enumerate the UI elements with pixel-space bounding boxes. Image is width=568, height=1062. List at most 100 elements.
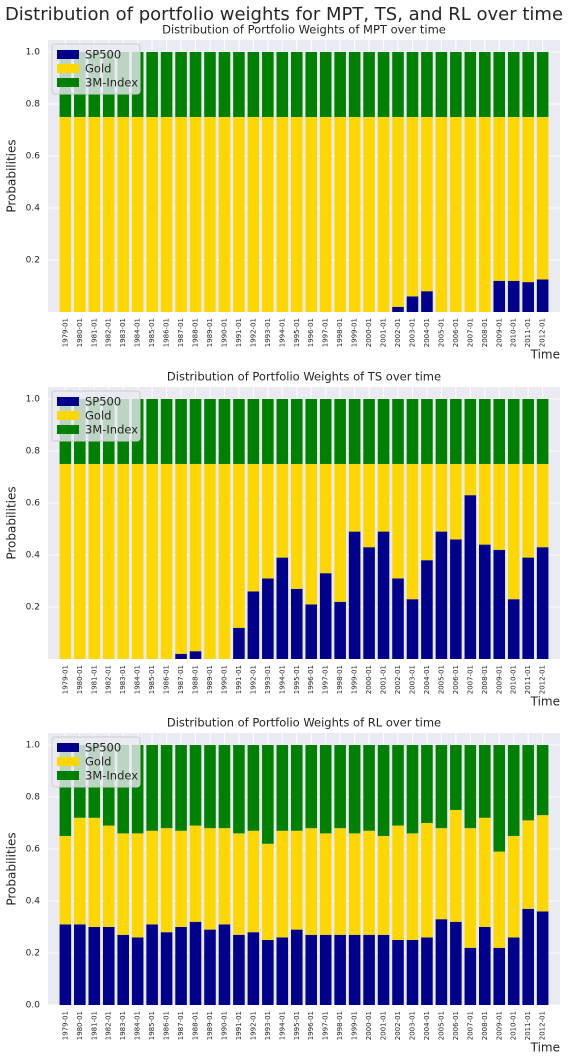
bar-segment [88,463,101,659]
bar-segment [247,116,260,313]
bar-segment [392,306,404,312]
x-tick-label: 2008-01 [481,1011,489,1040]
x-tick-label: 1984-01 [134,318,142,347]
x-tick-label: 1995-01 [293,665,301,694]
x-tick-label: 2011-01 [524,1011,532,1040]
bar-segment [377,463,390,532]
legend-swatch [57,757,79,766]
legend-swatch [57,50,79,59]
bar-segment [146,924,158,1005]
bar-segment [348,934,361,1005]
bar-segment [290,744,303,831]
x-tick-label: 2006-01 [452,1011,460,1040]
legend-label: Gold [85,409,111,423]
bar-segment [204,463,216,659]
bar-segment [319,463,332,574]
bar-segment [175,830,187,927]
bar-segment [522,908,534,1005]
x-tick-label: 1998-01 [336,318,344,347]
bar-segment [406,116,419,297]
bar-segment [319,398,332,464]
bar-segment [305,51,318,117]
bar-segment [189,463,202,652]
bar-segment [290,463,303,589]
legend-swatch [57,771,79,780]
bar-segment [276,116,289,313]
bar-segment [175,116,187,313]
bar-segment [536,51,549,117]
bar-segment [146,51,158,117]
legend-label: SP500 [85,395,121,409]
bar-segment [363,744,375,831]
x-tick-label: 2012-01 [539,665,547,694]
bar-segment [319,573,332,659]
bar-segment [276,463,289,558]
bar-segment [262,51,274,117]
bar-segment [450,116,462,313]
x-tick-label: 2007-01 [466,1011,474,1040]
x-tick-label: 1987-01 [177,1011,185,1040]
x-tick-label: 2011-01 [524,318,532,347]
bar-segment [479,463,491,545]
bar-segment [59,744,72,836]
bar-segment [435,919,448,1005]
bar-segment [276,937,289,1005]
bar-segment [507,116,520,281]
bar-segment [435,531,448,659]
x-tick-label: 1979-01 [61,318,69,347]
bar-segment [522,557,534,659]
x-tick-label: 1987-01 [177,665,185,694]
bar-segment [233,463,245,628]
bar-segment [334,828,346,935]
bar-segment [146,116,158,313]
bar-segment [305,398,318,464]
bar-segment [290,51,303,117]
bar-segment [421,560,433,659]
bar-segment [479,926,491,1005]
x-tick-label: 1985-01 [148,1011,156,1040]
bar-segment [363,398,375,464]
bar-segment [218,51,231,117]
bar-segment [421,463,433,561]
bar-segment [204,929,216,1005]
x-tick-label: 2002-01 [394,1011,402,1040]
bar-segment [189,651,202,659]
bar-segment [131,937,144,1005]
x-tick-label: 1980-01 [76,665,84,694]
x-tick-label: 1998-01 [336,665,344,694]
x-tick-label: 1995-01 [293,318,301,347]
bar-segment [450,744,462,810]
x-tick-label: 2010-01 [510,318,518,347]
bar-segment [348,463,361,532]
bar-segment [146,744,158,831]
y-tick-label: 1.0 [26,740,41,750]
bar-segment [305,828,318,935]
x-tick-label: 1992-01 [249,1011,257,1040]
bar-segment [450,921,462,1005]
bar-segment [117,833,129,935]
bar-segment [450,398,462,464]
y-tick-label: 0.6 [26,844,41,854]
x-tick-label: 2010-01 [510,1011,518,1040]
bar-segment [348,744,361,834]
bar-segment [377,51,390,117]
subplot-title: Distribution of Portfolio Weights of MPT… [162,23,446,37]
bar-segment [421,116,433,292]
y-axis-label: Probabilities [5,139,19,212]
bar-segment [377,835,390,935]
bar-segment [377,934,390,1005]
bar-segment [363,547,375,659]
subplot-title: Distribution of Portfolio Weights of RL … [167,716,441,730]
x-tick-label: 2009-01 [495,318,503,347]
bar-segment [348,398,361,464]
bar-segment [262,463,274,579]
x-tick-label: 2001-01 [380,665,388,694]
bar-segment [464,495,477,659]
x-tick-label: 1991-01 [235,318,243,347]
bar-segment [392,51,404,117]
bar-segment [493,851,506,948]
y-axis-label: Probabilities [5,832,19,905]
bar-segment [348,51,361,117]
bar-segment [175,926,187,1005]
bar-segment [204,744,216,829]
